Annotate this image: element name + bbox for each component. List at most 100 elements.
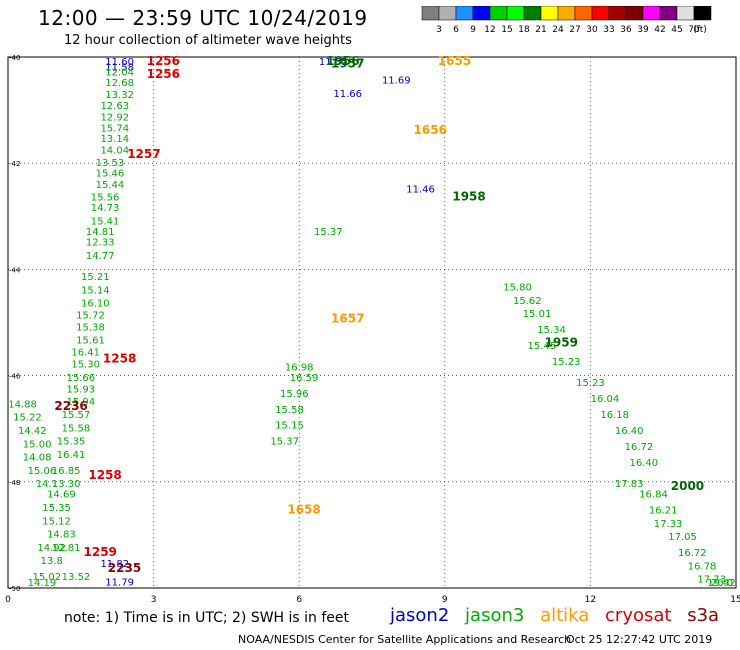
data-point-label: 15.22 <box>13 413 42 424</box>
data-point-label: 15.58 <box>62 423 91 434</box>
data-point-label: 12.63 <box>100 101 129 112</box>
data-point-label: 15.93 <box>66 385 95 396</box>
colorbar-label: 36 <box>620 25 632 35</box>
data-point-label: 16.84 <box>639 490 668 501</box>
data-point-label: 1256 <box>147 54 180 68</box>
colorbar-label: 27 <box>569 25 580 35</box>
data-point-label: 15.61 <box>76 336 105 347</box>
data-point-label: 14.69 <box>47 490 76 501</box>
legend-item-jason2: jason2 <box>390 605 450 626</box>
data-point-label: 14.42 <box>18 426 47 437</box>
colorbar-label: 39 <box>637 25 649 35</box>
data-point-label: 19.42 <box>707 578 736 589</box>
data-point-label: 14.77 <box>86 251 115 262</box>
data-point-label: 15.37 <box>314 227 343 238</box>
x-tick-label: 6 <box>296 595 302 605</box>
data-point-label: 11.58 <box>105 62 134 73</box>
data-point-label: 13.52 <box>62 572 91 583</box>
data-point-label: 12.04 <box>105 68 134 79</box>
data-point-label: 1957 <box>331 57 364 71</box>
data-point-label: 15.46 <box>96 168 125 179</box>
data-point-label: 1259 <box>84 545 117 559</box>
data-point-label: 14.81 <box>86 227 115 238</box>
data-point-label: 14.04 <box>100 146 129 157</box>
colorbar-label: 70 <box>688 25 700 35</box>
colorbar: 3 6 9 12 15 18 21 24 27 30 33 36 39 42 45 70(ft) <box>421 6 712 35</box>
data-point-label: 1956 <box>326 54 359 68</box>
legend: jason2 jason3 altika cryosat s3a <box>390 605 729 626</box>
colorbar-label: 9 <box>470 25 476 35</box>
chart-subtitle: 12 hour collection of altimeter wave hei… <box>64 33 352 48</box>
data-point-label: 15.02 <box>33 572 62 583</box>
data-point-label: 15.38 <box>76 322 105 333</box>
data-point-label: 16.21 <box>649 506 678 517</box>
data-point-label: 11.66 <box>333 89 362 100</box>
data-point-label: 2236 <box>54 399 87 413</box>
data-point-label: 14.92 <box>37 543 66 554</box>
colorbar-label: 42 <box>654 25 665 35</box>
data-point-label: 15.30 <box>71 360 100 371</box>
colorbar-label: 24 <box>552 25 564 35</box>
data-point-label: 15.23 <box>552 357 581 368</box>
data-point-label: 17.83 <box>615 479 644 490</box>
colorbar-label: 45 <box>671 25 682 35</box>
data-point-label: 16.98 <box>285 362 314 373</box>
data-point-label: 1258 <box>103 351 136 365</box>
data-point-label: 13.53 <box>96 158 125 169</box>
data-point-label: 15.37 <box>270 437 299 448</box>
data-point-label: 16.85 <box>52 466 81 477</box>
data-point-label: 14.83 <box>47 530 76 541</box>
data-point-label: 15.96 <box>280 389 309 400</box>
data-point-label: 14.19 <box>28 578 57 589</box>
data-point-label: 1258 <box>88 468 121 482</box>
data-point-label: 15.23 <box>576 378 605 389</box>
y-tick-label: -46 <box>9 373 21 381</box>
data-point-label: 1656 <box>414 123 447 137</box>
data-point-label: 11.60 <box>105 57 134 68</box>
data-point-label: 15.12 <box>42 516 71 527</box>
data-point-label: 15.80 <box>503 283 532 294</box>
x-tick-label: 15 <box>730 595 740 605</box>
legend-item-altika: altika <box>540 605 590 626</box>
data-point-label: 1257 <box>127 147 160 161</box>
y-tick-label: -50 <box>9 585 20 593</box>
colorbar-label: 21 <box>535 25 546 35</box>
y-tick-label: -44 <box>9 266 21 274</box>
data-point-label: 16.59 <box>290 373 319 384</box>
data-point-label: 16.40 <box>615 426 644 437</box>
colorbar-label: 33 <box>603 25 614 35</box>
colorbar-unit: (ft) <box>693 25 707 35</box>
data-point-label: 11.46 <box>406 184 435 195</box>
footnote: note: 1) Time is in UTC; 2) SWH is in fe… <box>64 610 350 626</box>
data-point-label: 15.58 <box>275 405 304 416</box>
data-point-label: 1959 <box>545 335 578 349</box>
data-point-label: 1658 <box>287 503 320 517</box>
chart-title: 12:00 — 23:59 UTC 10/24/2019 <box>38 6 368 30</box>
data-point-label: 13.32 <box>105 90 134 101</box>
data-point-label: 1256 <box>147 67 180 81</box>
data-point-label: 15.34 <box>537 325 566 336</box>
data-point-label: 15.35 <box>42 503 71 514</box>
data-point-label: 15.14 <box>81 285 110 296</box>
legend-item-jason3: jason3 <box>465 605 525 626</box>
x-tick-label: 12 <box>585 595 596 605</box>
data-point-label: 2235 <box>108 561 141 575</box>
data-point-label: 1958 <box>452 189 485 203</box>
data-point-label: 16.72 <box>678 548 707 559</box>
x-tick-label: 0 <box>5 595 11 605</box>
data-point-label: 2000 <box>671 479 704 493</box>
data-point-label: 15.62 <box>513 296 542 307</box>
colorbar-label: 12 <box>484 25 495 35</box>
data-point-label: 15.57 <box>62 410 91 421</box>
data-point-label: 15.06 <box>28 466 57 477</box>
data-point-label: 11.79 <box>105 577 134 588</box>
legend-item-s3a: s3a <box>687 605 720 626</box>
y-tick-label: -40 <box>9 54 20 62</box>
colorbar-label: 15 <box>501 25 512 35</box>
x-tick-label: 3 <box>151 595 157 605</box>
data-point-label: 14.88 <box>8 399 37 410</box>
y-tick-label: -42 <box>9 160 20 168</box>
data-point-label: 15.66 <box>66 373 95 384</box>
data-point-label: 13.8 <box>41 556 63 567</box>
